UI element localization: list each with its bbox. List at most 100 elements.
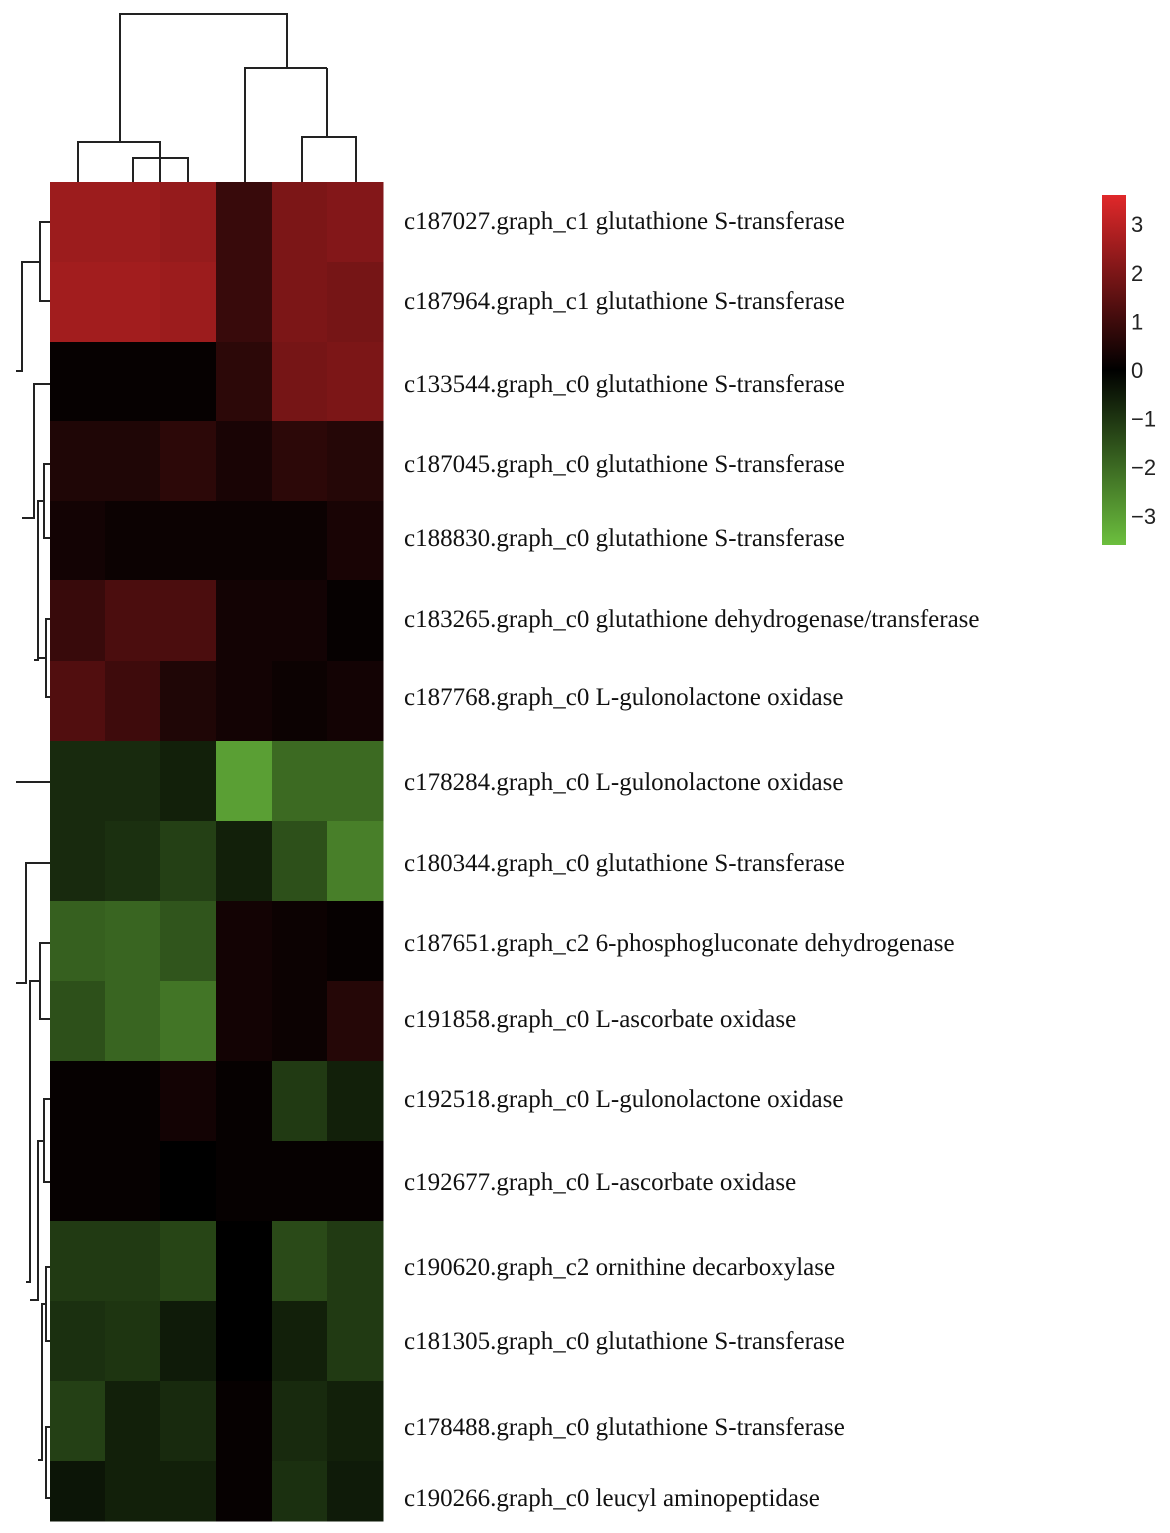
heatmap-cell <box>272 1221 328 1302</box>
heatmap-cell <box>105 182 161 263</box>
heatmap-cell <box>216 981 273 1062</box>
heatmap-cell <box>272 580 328 662</box>
heatmap-cell <box>327 421 384 502</box>
heatmap-cell <box>160 821 217 902</box>
heatmap-cell <box>50 1381 106 1462</box>
heatmap-cell <box>216 821 273 902</box>
heatmap-cell <box>272 821 328 902</box>
row-label: c191858.graph_c0 L-ascorbate oxidase <box>404 1006 796 1033</box>
heatmap-cell <box>50 901 106 982</box>
heatmap-cell <box>272 501 328 581</box>
heatmap-cell <box>216 1221 273 1302</box>
heatmap-cell <box>327 741 384 822</box>
heatmap-cell <box>160 501 217 581</box>
heatmap-cell <box>272 1141 328 1222</box>
colorbar-tick-label: −3 <box>1131 504 1156 529</box>
heatmap-cell <box>216 1141 273 1222</box>
heatmap-cell <box>216 901 273 982</box>
dendrogram-branch <box>22 383 50 519</box>
colorbar-tick-label: 0 <box>1131 358 1143 383</box>
heatmap-cell <box>50 182 106 263</box>
heatmap-cell <box>50 1221 106 1302</box>
heatmap-cell <box>160 1061 217 1142</box>
heatmap-cell <box>105 262 161 343</box>
row-label: c181305.graph_c0 glutathione S-transfera… <box>404 1328 845 1355</box>
row-label: c190620.graph_c2 ornithine decarboxylase <box>404 1254 835 1281</box>
heatmap-cell <box>105 1461 161 1522</box>
heatmap-cell <box>105 342 161 422</box>
colorbar-tick-label: −2 <box>1131 455 1156 480</box>
heatmap-cell <box>160 901 217 982</box>
dendrogram-branch <box>30 1140 44 1301</box>
dendrogram-branch <box>132 157 189 182</box>
heatmap-cell <box>272 182 328 263</box>
dendrogram-branch <box>45 1426 50 1499</box>
heatmap-cell <box>50 1301 106 1382</box>
heatmap-cell <box>216 421 273 502</box>
heatmap-cell <box>272 901 328 982</box>
heatmap-cell <box>160 1381 217 1462</box>
dendrogram-branch <box>43 463 50 539</box>
heatmap-cell <box>327 821 384 902</box>
dendrogram-branch <box>45 618 50 698</box>
heatmap-cell <box>50 342 106 422</box>
dendrogram-branch <box>39 221 50 302</box>
heatmap-cell <box>160 1461 217 1522</box>
heatmap-cell <box>160 1221 217 1302</box>
heatmap-cell <box>50 741 106 822</box>
heatmap-cell <box>50 821 106 902</box>
heatmap-cell <box>105 580 161 662</box>
heatmap-cell <box>105 501 161 581</box>
heatmap-cell <box>216 1301 273 1382</box>
heatmap-cell <box>327 1141 384 1222</box>
heatmap-cell <box>272 981 328 1062</box>
heatmap-cell <box>327 342 384 422</box>
heatmap-cell <box>160 661 217 742</box>
heatmap-cell <box>327 501 384 581</box>
dendrogram-branch <box>244 67 327 182</box>
heatmap-cell <box>160 1301 217 1382</box>
heatmap-cell <box>50 501 106 581</box>
heatmap-cell <box>160 580 217 662</box>
colorbar-tick-label: 3 <box>1131 212 1143 237</box>
dendrogram-branch <box>45 1266 50 1342</box>
heatmap-cell <box>272 661 328 742</box>
heatmap-cell <box>105 661 161 742</box>
heatmap-cell <box>327 580 384 662</box>
heatmap-cell <box>272 1381 328 1462</box>
heatmap-cell <box>105 1381 161 1462</box>
row-label: c187027.graph_c1 glutathione S-transfera… <box>404 208 845 235</box>
heatmap-cell <box>272 342 328 422</box>
row-label: c192518.graph_c0 L-gulonolactone oxidase <box>404 1086 843 1113</box>
heatmap-cell <box>105 981 161 1062</box>
heatmap-cell <box>50 1461 106 1522</box>
column-dendrogram <box>77 13 357 182</box>
heatmap-cell <box>216 1461 273 1522</box>
row-label: c192677.graph_c0 L-ascorbate oxidase <box>404 1169 796 1196</box>
heatmap-cell <box>160 741 217 822</box>
heatmap-cell <box>50 421 106 502</box>
row-dendrogram <box>16 221 50 1499</box>
dendrogram-branch <box>39 942 50 1020</box>
heatmap-cell <box>327 1461 384 1522</box>
heatmap-cell <box>216 1061 273 1142</box>
colorbar-tick-label: −1 <box>1131 407 1156 432</box>
colorbar-tick-label: 1 <box>1131 309 1143 334</box>
row-label: c187964.graph_c1 glutathione S-transfera… <box>404 288 845 315</box>
heatmap-cell <box>327 1381 384 1462</box>
heatmap-cell <box>216 342 273 422</box>
heatmap-cell <box>272 1301 328 1382</box>
heatmap-cell <box>50 262 106 343</box>
dendrogram-branch <box>77 141 161 182</box>
row-label: c178284.graph_c0 L-gulonolactone oxidase <box>404 769 843 796</box>
row-label: c187045.graph_c0 glutathione S-transfera… <box>404 451 845 478</box>
heatmap-cell <box>272 421 328 502</box>
heatmap-cell <box>50 661 106 742</box>
dendrogram-branch <box>119 13 288 142</box>
heatmap-cell <box>50 1061 106 1142</box>
heatmap-cell <box>105 741 161 822</box>
heatmap-cell <box>50 1141 106 1222</box>
heatmap-cell <box>216 501 273 581</box>
heatmap-cell <box>105 421 161 502</box>
heatmap-cell <box>105 1061 161 1142</box>
